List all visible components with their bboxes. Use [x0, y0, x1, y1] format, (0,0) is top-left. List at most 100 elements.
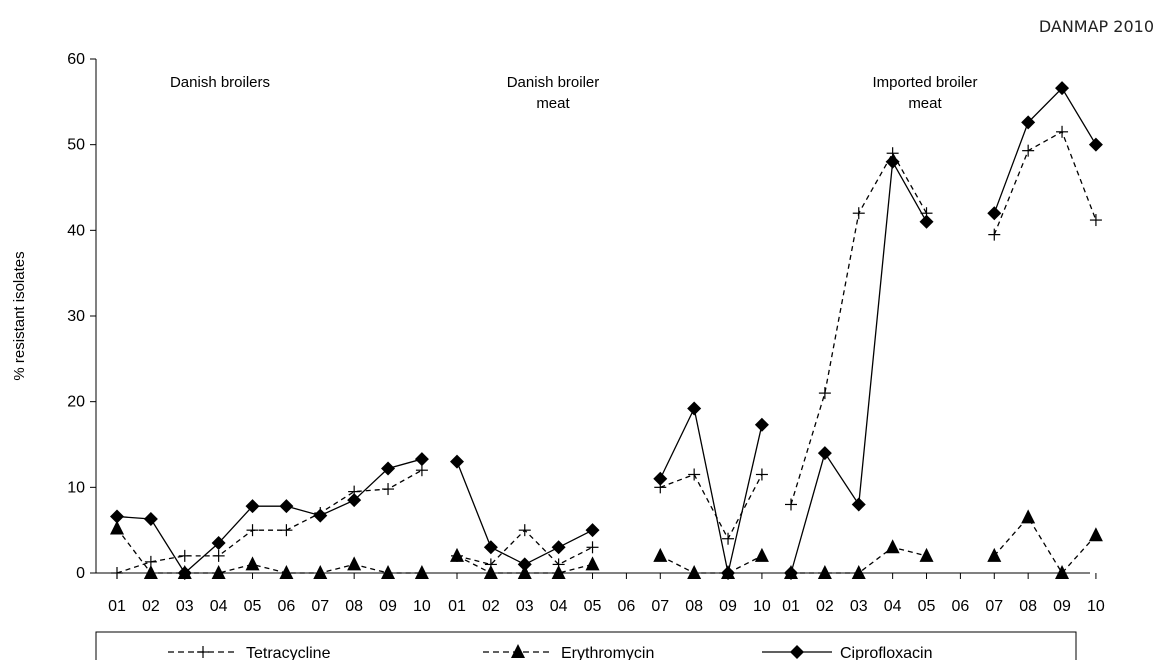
point-ciprofloxacin: [687, 401, 702, 416]
point-erythromycin: [143, 565, 158, 579]
group-label: meat: [536, 95, 570, 112]
legend-marker-erythromycin: [511, 644, 525, 658]
point-ciprofloxacin: [1055, 81, 1070, 96]
point-ciprofloxacin: [653, 471, 668, 486]
point-ciprofloxacin: [885, 154, 900, 169]
point-ciprofloxacin: [919, 214, 934, 229]
x-tick-label: 06: [952, 598, 970, 615]
series-line-tetracycline: [116, 469, 423, 574]
point-ciprofloxacin: [817, 446, 832, 461]
y-tick-label: 0: [76, 565, 85, 582]
series-line-ciprofloxacin: [116, 458, 423, 574]
series-line-ciprofloxacin: [456, 461, 593, 566]
point-ciprofloxacin: [754, 417, 769, 432]
point-tetracycline: [785, 498, 797, 511]
point-tetracycline: [1022, 144, 1035, 157]
x-tick-label: 07: [651, 598, 669, 615]
series-line-tetracycline: [993, 130, 1097, 235]
x-tick-label: 08: [345, 598, 363, 615]
series-layer: [110, 81, 1103, 580]
point-ciprofloxacin: [1088, 137, 1103, 152]
group-label: Danish broilers: [170, 74, 270, 91]
point-tetracycline: [988, 228, 1001, 241]
legend-marker-ciprofloxacin: [790, 645, 804, 659]
point-ciprofloxacin: [347, 493, 362, 508]
point-erythromycin: [279, 565, 294, 579]
point-ciprofloxacin: [483, 540, 498, 555]
series-erythromycin: [110, 509, 1103, 579]
point-erythromycin: [450, 547, 464, 562]
y-tick-label: 40: [67, 222, 85, 239]
point-tetracycline: [688, 468, 701, 481]
y-tick-label: 60: [67, 51, 85, 68]
series-line-ciprofloxacin: [659, 406, 763, 574]
x-tick-label: 03: [516, 598, 534, 615]
point-erythromycin: [414, 565, 429, 579]
point-tetracycline: [586, 541, 599, 554]
point-tetracycline: [755, 468, 768, 481]
point-erythromycin: [551, 565, 566, 579]
point-erythromycin: [483, 565, 498, 579]
x-tick-label: 07: [985, 598, 1003, 615]
point-ciprofloxacin: [784, 566, 798, 580]
point-erythromycin: [653, 547, 668, 562]
point-ciprofloxacin: [551, 540, 566, 555]
x-tick-label: 04: [550, 598, 568, 615]
point-erythromycin: [987, 547, 1002, 562]
legend-box: [95, 631, 1077, 660]
legend-label-ciprofloxacin: Ciprofloxacin: [840, 645, 932, 660]
point-ciprofloxacin: [177, 566, 192, 580]
point-erythromycin: [313, 565, 328, 579]
point-erythromycin: [687, 565, 702, 579]
x-tick-label: 09: [719, 598, 737, 615]
x-tick-label: 07: [311, 598, 329, 615]
point-tetracycline: [518, 524, 531, 537]
point-tetracycline: [382, 483, 395, 496]
y-tick-label: 20: [67, 394, 85, 411]
point-erythromycin: [1055, 565, 1070, 579]
point-ciprofloxacin: [721, 566, 736, 580]
point-erythromycin: [517, 565, 532, 579]
point-ciprofloxacin: [211, 536, 226, 551]
point-ciprofloxacin: [381, 461, 396, 476]
point-ciprofloxacin: [851, 497, 866, 512]
point-erythromycin: [1088, 527, 1103, 542]
point-ciprofloxacin: [313, 508, 328, 523]
point-tetracycline: [1056, 125, 1069, 138]
x-tick-label: 06: [278, 598, 296, 615]
group-label: meat: [908, 95, 942, 112]
y-axis-title: % resistant isolates: [11, 251, 28, 380]
legend: Tetracycline Erythromycin Ciprofloxacin: [95, 631, 1077, 660]
point-tetracycline: [818, 387, 831, 400]
group-label: Imported broiler: [872, 74, 977, 91]
point-erythromycin: [585, 556, 600, 571]
series-line-erythromycin: [116, 528, 422, 574]
point-tetracycline: [212, 549, 225, 562]
legend-label-erythromycin: Erythromycin: [561, 645, 654, 660]
legend-label-tetracycline: Tetracycline: [246, 645, 331, 660]
x-tick-label: 05: [584, 598, 602, 615]
point-tetracycline: [852, 207, 865, 220]
series-line-tetracycline: [660, 473, 763, 541]
x-tick-label: 09: [1053, 598, 1071, 615]
x-tick-label: 01: [782, 598, 800, 615]
point-tetracycline: [111, 567, 123, 579]
point-ciprofloxacin: [987, 206, 1002, 221]
point-ciprofloxacin: [279, 499, 294, 514]
point-tetracycline: [246, 524, 259, 537]
point-ciprofloxacin: [143, 512, 158, 527]
series-tetracycline: [111, 125, 1102, 579]
x-tick-label: 10: [1087, 598, 1105, 615]
series-line-tetracycline: [790, 151, 928, 505]
legend-marker-tetracycline: [197, 646, 209, 658]
x-tick-label: 04: [884, 598, 902, 615]
x-tick-label: 02: [816, 598, 834, 615]
point-tetracycline: [178, 549, 191, 562]
x-tick-label: 02: [142, 598, 160, 615]
point-erythromycin: [885, 539, 900, 554]
corner-label: DANMAP 2010: [1039, 17, 1154, 36]
point-erythromycin: [211, 565, 226, 579]
point-tetracycline: [1089, 214, 1102, 227]
group-label: Danish broiler: [507, 74, 600, 91]
point-ciprofloxacin: [450, 454, 464, 469]
